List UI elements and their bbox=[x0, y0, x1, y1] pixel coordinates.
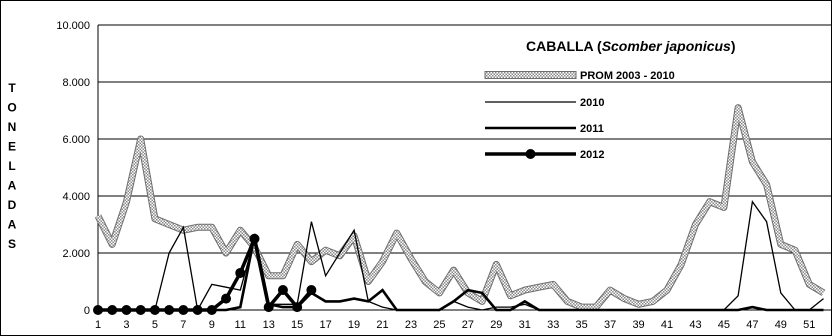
x-tick-label: 41 bbox=[661, 319, 673, 331]
series-layer bbox=[93, 104, 826, 315]
series-3 bbox=[93, 232, 317, 315]
data-point-2012 bbox=[221, 293, 232, 304]
x-tick-label: 27 bbox=[462, 319, 474, 331]
x-tick-label: 29 bbox=[490, 319, 502, 331]
x-tick-label: 25 bbox=[433, 319, 445, 331]
y-axis-label-letter: A bbox=[8, 179, 17, 193]
y-axis-label-letter: E bbox=[8, 140, 16, 154]
y-axis-label-letter: A bbox=[8, 218, 17, 232]
x-tick-label: 7 bbox=[180, 319, 186, 331]
legend: PROM 2003 - 2010 2010 2011 2012 bbox=[484, 70, 675, 161]
x-tick-label: 49 bbox=[775, 319, 787, 331]
legend-item: 2012 bbox=[485, 149, 604, 161]
x-tick-label: 43 bbox=[689, 319, 701, 331]
series-line-prom bbox=[95, 105, 825, 310]
x-tick-label: 51 bbox=[803, 319, 815, 331]
data-point-2012 bbox=[192, 305, 203, 315]
x-tick-label: 21 bbox=[376, 319, 388, 331]
y-axis-label-letter: L bbox=[8, 159, 15, 173]
legend-item: 2011 bbox=[485, 123, 604, 135]
x-tick-label: 31 bbox=[519, 319, 531, 331]
x-tick-label: 35 bbox=[576, 319, 588, 331]
y-axis-label-letter: T bbox=[8, 81, 16, 95]
data-point-2012 bbox=[235, 267, 246, 278]
data-point-2012 bbox=[178, 305, 189, 315]
data-point-2012 bbox=[277, 285, 288, 296]
chart-title: CABALLA (Scomber japonicus) bbox=[526, 38, 736, 54]
y-tick-label: 4.000 bbox=[62, 191, 90, 203]
legend-swatch bbox=[484, 71, 577, 79]
y-tick-label: 2.000 bbox=[62, 248, 90, 260]
series-2 bbox=[98, 235, 824, 312]
x-tick-label: 33 bbox=[547, 319, 559, 331]
x-tick-label: 45 bbox=[718, 319, 730, 331]
y-axis-label-letter: D bbox=[8, 198, 17, 212]
legend-label: 2010 bbox=[580, 97, 604, 109]
x-tick-label: 13 bbox=[263, 319, 275, 331]
x-tick-label: 3 bbox=[123, 319, 129, 331]
series-line-2012 bbox=[98, 232, 313, 312]
y-tick-label: 0 bbox=[84, 305, 90, 317]
y-axis-label-letter: N bbox=[8, 120, 17, 134]
data-point-2012 bbox=[164, 305, 175, 315]
x-tick-label: 17 bbox=[319, 319, 331, 331]
y-tick-labels: 0 2.000 4.000 6.000 8.000 10.000 bbox=[56, 20, 90, 317]
data-point-2012 bbox=[121, 305, 132, 315]
data-point-2012 bbox=[292, 302, 303, 313]
x-tick-label: 47 bbox=[746, 319, 758, 331]
series-0 bbox=[94, 104, 826, 311]
data-point-2012 bbox=[93, 305, 103, 315]
data-point-2012 bbox=[107, 305, 118, 315]
legend-label: 2012 bbox=[580, 149, 604, 161]
y-tick-label: 10.000 bbox=[56, 20, 90, 32]
legend-label: 2011 bbox=[580, 123, 604, 135]
x-tick-label: 15 bbox=[291, 319, 303, 331]
x-tick-label: 5 bbox=[152, 319, 158, 331]
x-tick-label: 19 bbox=[348, 319, 360, 331]
legend-item: PROM 2003 - 2010 bbox=[484, 70, 675, 82]
legend-item: 2010 bbox=[485, 97, 604, 109]
legend-marker bbox=[525, 149, 536, 159]
x-tick-label: 37 bbox=[604, 319, 616, 331]
y-tick-label: 8.000 bbox=[62, 77, 90, 89]
data-point-2012 bbox=[306, 285, 317, 296]
grid-lines bbox=[98, 24, 832, 254]
x-tick-label: 39 bbox=[632, 319, 644, 331]
x-tick-label: 9 bbox=[209, 319, 215, 331]
data-point-2012 bbox=[135, 305, 146, 315]
x-tick-labels: 1 3 5 7 9 11 13 15 17 19 21 23 25 27 29 31 33 35 37 39 41 43 4… bbox=[95, 319, 815, 331]
x-tick-label: 1 bbox=[95, 319, 101, 331]
data-point-2012 bbox=[149, 305, 160, 315]
data-point-2012 bbox=[263, 302, 274, 313]
data-point-2012 bbox=[249, 233, 260, 244]
legend-label: PROM 2003 - 2010 bbox=[580, 70, 675, 82]
y-axis-label-letter: S bbox=[8, 237, 16, 251]
y-tick-label: 6.000 bbox=[62, 134, 90, 146]
x-tick-label: 23 bbox=[405, 319, 417, 331]
data-point-2012 bbox=[206, 305, 217, 315]
series-line-2011 bbox=[98, 235, 824, 312]
x-tick-label: 11 bbox=[235, 319, 246, 331]
y-axis-label-letter: O bbox=[7, 101, 16, 115]
